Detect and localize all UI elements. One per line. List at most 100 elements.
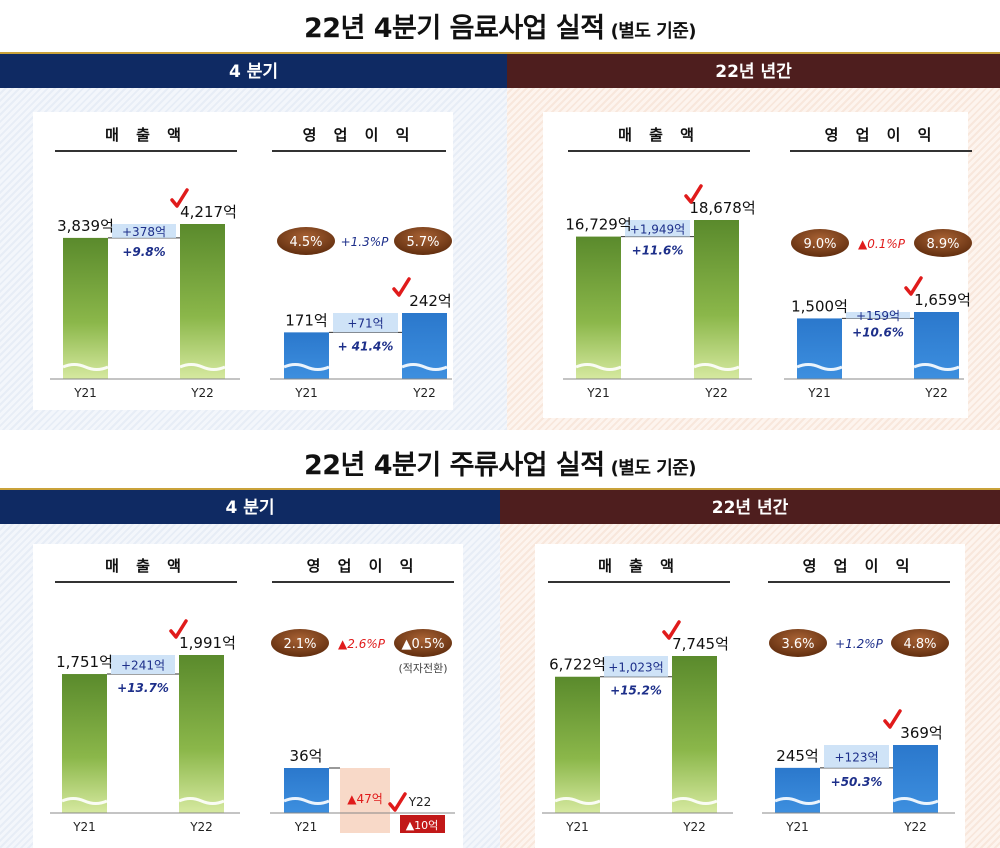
margin-oval: [914, 229, 972, 257]
section1-title: 22년 4분기 음료사업 실적 (별도 기준): [303, 13, 697, 44]
delta-box: [824, 745, 889, 768]
margin-value: ▲0.5%: [401, 637, 444, 652]
margin-value: 9.0%: [803, 237, 836, 252]
value-label-y21: 36억: [290, 747, 323, 765]
header-annual: 22년 년간: [507, 52, 1000, 88]
margin-oval: [769, 629, 827, 657]
bar-y21: [63, 237, 108, 379]
delta-value: +159억: [856, 309, 900, 323]
delta-value: +123억: [835, 750, 879, 764]
delta-pct: +10.6%: [852, 325, 904, 339]
tick-label-y21: Y21: [785, 820, 809, 834]
subtitle-sales: 매 출 액: [548, 555, 730, 583]
delta-pct: +9.8%: [122, 245, 165, 259]
value-label-y21: 1,751억: [56, 653, 113, 671]
margin-change: +1.3%P: [341, 235, 390, 249]
check-icon: [684, 184, 703, 204]
tick-label-y22: Y22: [903, 820, 927, 834]
header-quarter: 4 분기: [0, 52, 507, 88]
delta-pct: +13.7%: [117, 681, 169, 695]
bar-wave: [61, 797, 108, 805]
delta-value: +378억: [122, 225, 166, 239]
bar-wave: [693, 363, 740, 371]
tick-label-y21: Y21: [807, 386, 831, 400]
subtitle-sales: 매 출 액: [55, 124, 237, 152]
bar-y21: [576, 236, 621, 379]
value-label-y21: 3,839억: [57, 217, 114, 235]
bar-wave: [62, 363, 109, 371]
bar-wave: [179, 363, 226, 371]
delta-box: [625, 220, 690, 237]
subtitle-sales: 매 출 액: [55, 555, 237, 583]
value-label-y21: 6,722억: [549, 656, 606, 674]
bar-y22: [400, 815, 445, 833]
bar-wave: [283, 797, 330, 805]
margin-change: ▲0.1%P: [858, 237, 906, 251]
value-label-y22: 18,678억: [689, 199, 755, 217]
delta-box: [112, 224, 176, 238]
check-icon: [662, 620, 681, 640]
bar-y21: [775, 767, 820, 813]
tick-label-y21: Y21: [586, 386, 610, 400]
note-text: (적자전환): [398, 662, 447, 675]
tick-label-y22: Y22: [408, 795, 432, 809]
delta-pct: + 41.4%: [338, 339, 394, 353]
bar-y21: [555, 676, 600, 813]
margin-change: +1.2%P: [835, 637, 884, 651]
delta-box: [604, 656, 668, 677]
check-icon: [883, 709, 902, 729]
check-icon: [392, 277, 411, 297]
value-label-y21: 245억: [776, 747, 818, 765]
value-label-y21: 171억: [285, 311, 327, 329]
margin-change: ▲2.6%P: [338, 637, 386, 651]
value-label-y22: 1,991억: [179, 634, 236, 652]
bar-y22: [672, 656, 717, 813]
tick-label-y22: Y22: [189, 820, 213, 834]
subtitle-op: 영 업 이 익: [272, 124, 446, 152]
bar-wave: [892, 797, 939, 805]
delta-pct: +11.6%: [632, 244, 684, 258]
delta-box: [846, 312, 910, 319]
bar-y22: [179, 655, 224, 813]
subtitle-op: 영 업 이 익: [272, 555, 454, 583]
tick-label-y21: Y21: [73, 386, 97, 400]
check-icon: [170, 188, 189, 208]
check-icon: [904, 276, 923, 296]
delta-box: [111, 655, 175, 675]
bar-wave: [178, 797, 225, 805]
bar-wave: [774, 797, 821, 805]
value-label-y22: 242억: [409, 292, 451, 310]
tick-label-y21: Y21: [294, 386, 318, 400]
bar-y22: [694, 220, 739, 379]
bar-y21: [62, 674, 107, 813]
tick-label-y22: Y22: [704, 386, 728, 400]
header-annual-2: 22년 년간: [500, 488, 1000, 524]
margin-value: 5.7%: [406, 235, 439, 250]
bar-wave: [913, 363, 960, 371]
subtitle-op: 영 업 이 익: [768, 555, 950, 583]
margin-value: 3.6%: [781, 637, 814, 652]
section2-title: 22년 4분기 주류사업 실적 (별도 기준): [303, 450, 697, 481]
margin-value: 4.8%: [903, 637, 936, 652]
check-icon: [388, 792, 407, 812]
value-label-y22: 1,659억: [914, 291, 971, 309]
value-label-y22: 369억: [900, 724, 942, 742]
value-label-y22: ▲10억: [406, 819, 439, 832]
check-icon: [169, 619, 188, 639]
tick-label-y22: Y22: [412, 386, 436, 400]
margin-value: 8.9%: [926, 237, 959, 252]
delta-box: [340, 768, 390, 833]
margin-oval: [791, 229, 849, 257]
delta-value: +1,023억: [608, 660, 663, 674]
bar-wave: [796, 363, 843, 371]
bar-y22: [180, 224, 225, 379]
bar-wave: [671, 797, 718, 805]
tick-label-y21: Y21: [565, 820, 589, 834]
delta-value: +1,949억: [630, 222, 685, 236]
tick-label-y22: Y22: [924, 386, 948, 400]
margin-oval: [271, 629, 329, 657]
bar-wave: [401, 363, 448, 371]
subtitle-sales: 매 출 액: [568, 124, 750, 152]
delta-value: ▲47억: [347, 792, 383, 806]
